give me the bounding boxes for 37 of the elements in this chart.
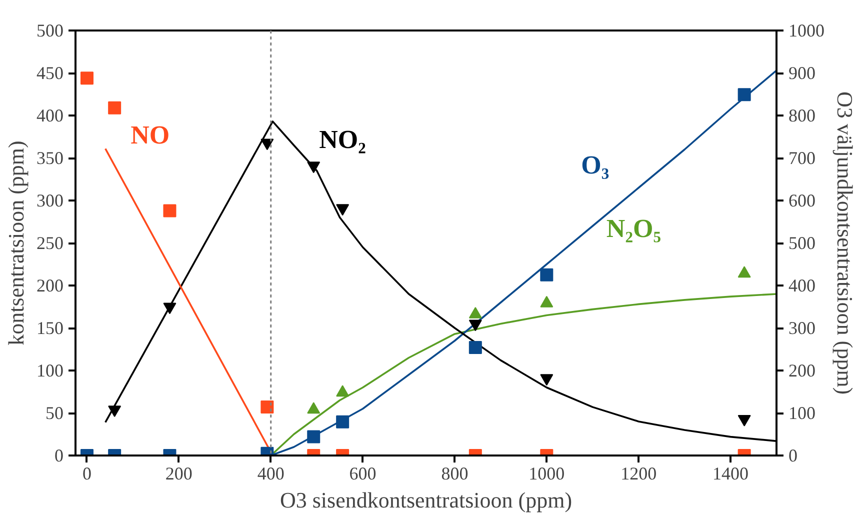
point — [260, 138, 274, 150]
y2-tick-label: 0 — [788, 446, 798, 466]
series-label: NO₂ — [319, 124, 366, 154]
y-tick-label: 350 — [36, 148, 64, 168]
y-tick-label: 100 — [36, 360, 64, 380]
y2-tick-label: 200 — [788, 360, 816, 380]
y2-tick-label: 300 — [788, 318, 816, 338]
y-tick-label: 250 — [36, 233, 64, 253]
y2-tick-label: 900 — [788, 63, 816, 83]
x-tick-label: 1400 — [712, 464, 749, 484]
y2-tick-label: 100 — [788, 403, 816, 423]
y-axis-title: kontsentratsioon (ppm) — [4, 140, 28, 346]
y2-tick-label: 1000 — [788, 20, 824, 40]
y2-tick-label: 500 — [788, 233, 816, 253]
y-tick-label: 400 — [36, 106, 64, 126]
y-tick-label: 200 — [36, 276, 64, 296]
y2-tick-label: 600 — [788, 190, 816, 210]
x-tick-label: 1000 — [528, 464, 565, 484]
y2-tick-label: 700 — [788, 148, 816, 168]
x-tick-label: 1200 — [620, 464, 657, 484]
series-label: NO — [130, 120, 170, 150]
y2-tick-label: 400 — [788, 276, 816, 296]
y-tick-label: 0 — [54, 446, 64, 466]
y2-tick-label: 800 — [788, 106, 816, 126]
y-tick-label: 450 — [36, 63, 64, 83]
x-tick-label: 600 — [349, 464, 376, 484]
y2-axis-title: O3 väljundkontsentratsioon (ppm) — [832, 91, 858, 395]
point — [738, 88, 751, 102]
x-tick-label: 0 — [82, 464, 92, 484]
y-tick-label: 500 — [36, 20, 64, 40]
y-tick-label: 50 — [46, 403, 64, 423]
y-tick-label: 150 — [36, 318, 64, 338]
y-tick-label: 300 — [36, 190, 64, 210]
x-tick-label: 800 — [441, 464, 468, 484]
x-tick-label: 200 — [165, 464, 192, 484]
x-axis-title: O3 sisendkontsentratsioon (ppm) — [280, 488, 572, 512]
x-tick-label: 400 — [257, 464, 284, 484]
